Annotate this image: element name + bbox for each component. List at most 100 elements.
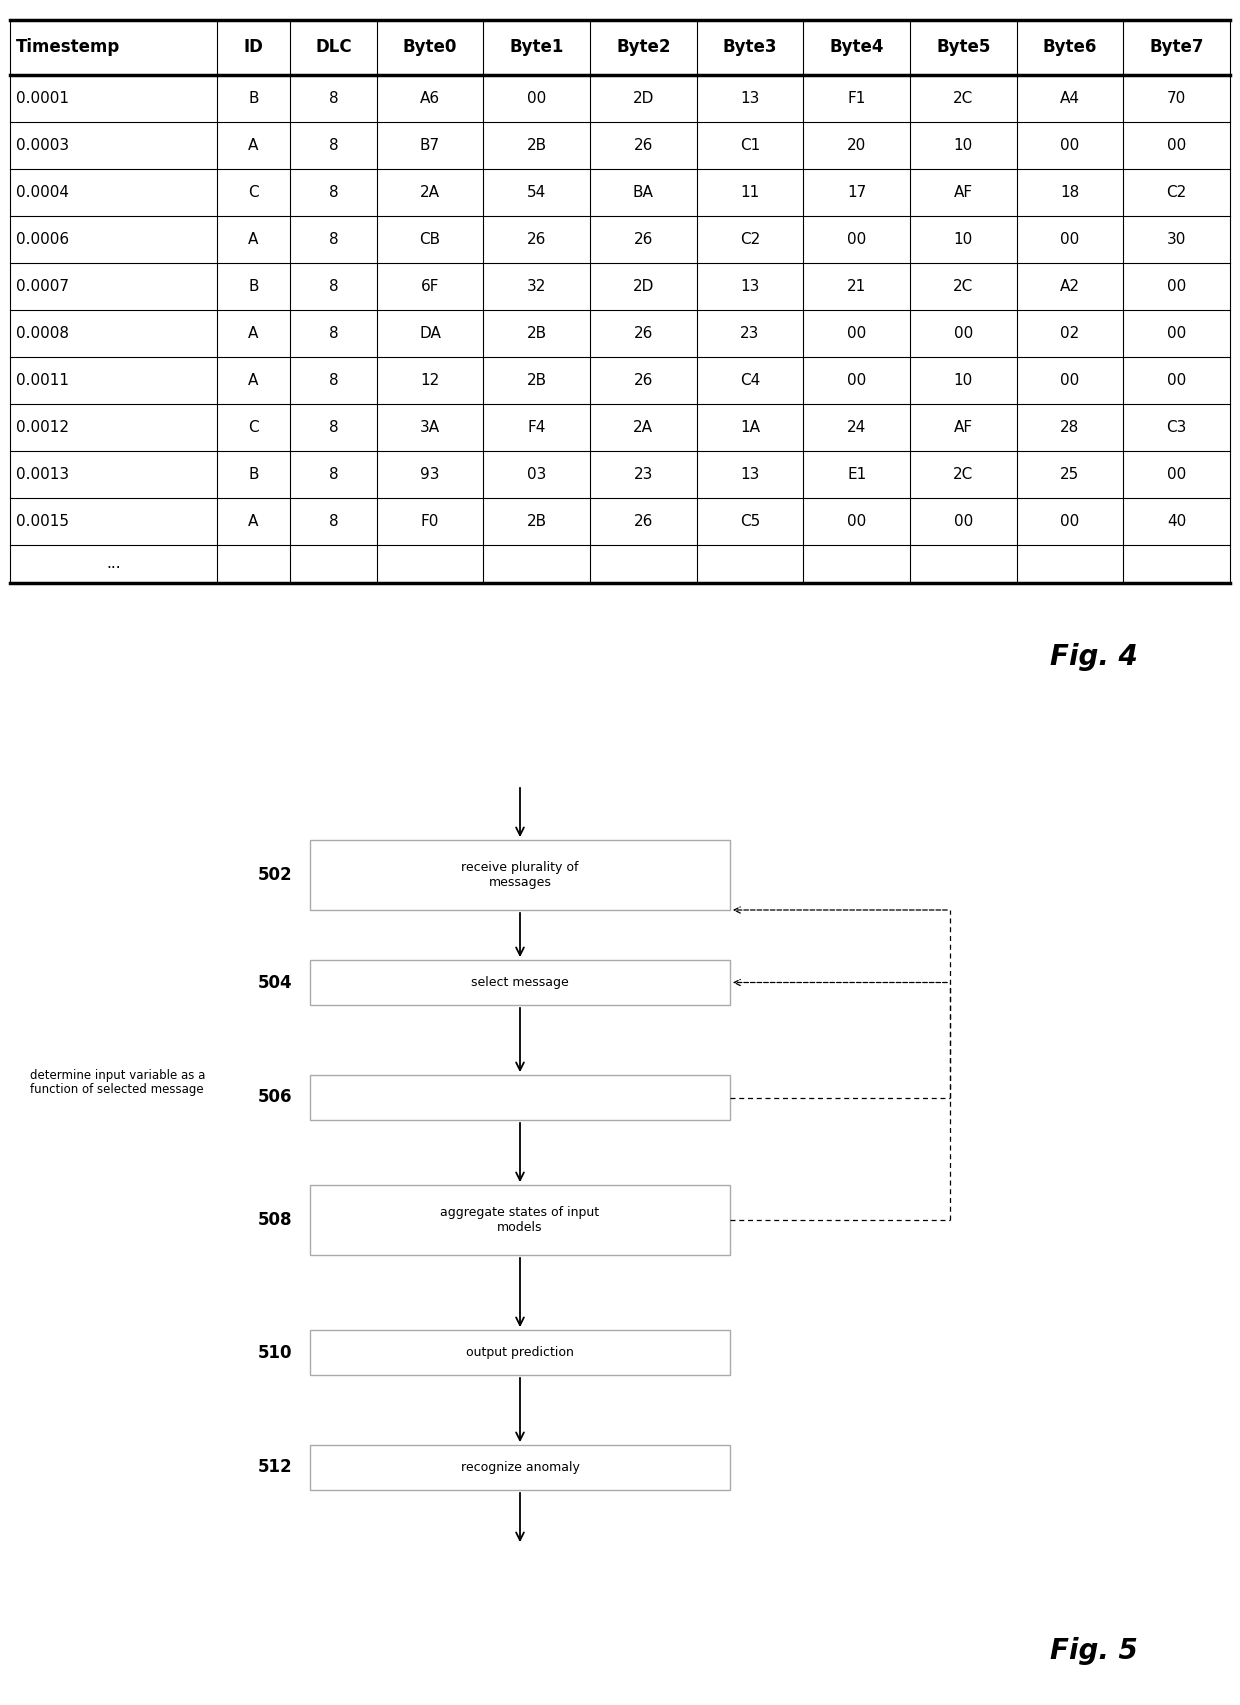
Text: 8: 8 <box>329 90 339 106</box>
Text: A4: A4 <box>1060 90 1080 106</box>
Text: Byte6: Byte6 <box>1043 39 1097 56</box>
Text: 8: 8 <box>329 280 339 293</box>
Text: A: A <box>248 326 258 341</box>
Text: 8: 8 <box>329 467 339 483</box>
Text: 0.0013: 0.0013 <box>16 467 69 483</box>
Text: 1A: 1A <box>740 419 760 435</box>
Text: 00: 00 <box>847 326 867 341</box>
Text: CB: CB <box>419 232 440 247</box>
Text: 26: 26 <box>634 326 653 341</box>
Text: 28: 28 <box>1060 419 1080 435</box>
Text: AF: AF <box>954 419 973 435</box>
Text: Byte7: Byte7 <box>1149 39 1204 56</box>
Text: 8: 8 <box>329 232 339 247</box>
Text: 00: 00 <box>847 232 867 247</box>
Text: 23: 23 <box>740 326 760 341</box>
Text: 0.0003: 0.0003 <box>16 138 69 153</box>
Text: 2A: 2A <box>634 419 653 435</box>
Text: B: B <box>248 467 259 483</box>
Text: 506: 506 <box>258 1088 291 1107</box>
Text: 00: 00 <box>1167 467 1187 483</box>
Text: 2D: 2D <box>632 280 653 293</box>
Text: 0.0004: 0.0004 <box>16 186 69 199</box>
Text: B7: B7 <box>420 138 440 153</box>
Text: aggregate states of input
models: aggregate states of input models <box>440 1205 600 1234</box>
Text: 26: 26 <box>634 373 653 389</box>
Text: Byte0: Byte0 <box>403 39 458 56</box>
Text: 40: 40 <box>1167 513 1187 529</box>
Bar <box>310 1074 730 1120</box>
Text: 00: 00 <box>1167 326 1187 341</box>
Text: 8: 8 <box>329 326 339 341</box>
Text: 00: 00 <box>527 90 547 106</box>
Bar <box>310 1330 730 1374</box>
Text: 0.0012: 0.0012 <box>16 419 69 435</box>
Text: 8: 8 <box>329 186 339 199</box>
Text: Timestemp: Timestemp <box>16 39 120 56</box>
Text: 00: 00 <box>1060 373 1080 389</box>
Text: 2B: 2B <box>527 513 547 529</box>
Text: AF: AF <box>954 186 973 199</box>
Text: 26: 26 <box>634 138 653 153</box>
Text: output prediction: output prediction <box>466 1345 574 1359</box>
Text: B: B <box>248 280 259 293</box>
Text: ...: ... <box>107 556 120 571</box>
Text: ID: ID <box>243 39 263 56</box>
Text: 00: 00 <box>1060 138 1080 153</box>
Bar <box>310 960 730 1004</box>
Text: A: A <box>248 373 258 389</box>
Text: 17: 17 <box>847 186 867 199</box>
Text: 510: 510 <box>258 1344 291 1362</box>
Text: 2B: 2B <box>527 326 547 341</box>
Text: 26: 26 <box>634 232 653 247</box>
Text: 00: 00 <box>1060 232 1080 247</box>
Text: 6F: 6F <box>420 280 439 293</box>
Text: receive plurality of
messages: receive plurality of messages <box>461 861 579 888</box>
Text: 2A: 2A <box>420 186 440 199</box>
Text: 26: 26 <box>527 232 547 247</box>
Text: 2B: 2B <box>527 138 547 153</box>
Text: A2: A2 <box>1060 280 1080 293</box>
Text: 00: 00 <box>847 513 867 529</box>
Text: Fig. 4: Fig. 4 <box>1050 643 1138 672</box>
Text: A: A <box>248 138 258 153</box>
Text: B: B <box>248 90 259 106</box>
Text: 13: 13 <box>740 467 760 483</box>
Text: C: C <box>248 186 259 199</box>
Text: 8: 8 <box>329 373 339 389</box>
Text: 8: 8 <box>329 513 339 529</box>
Text: 13: 13 <box>740 90 760 106</box>
Text: 30: 30 <box>1167 232 1187 247</box>
Text: 25: 25 <box>1060 467 1080 483</box>
Text: 18: 18 <box>1060 186 1080 199</box>
Text: 512: 512 <box>258 1458 291 1477</box>
Text: 2D: 2D <box>632 90 653 106</box>
Text: C: C <box>248 419 259 435</box>
Text: recognize anomaly: recognize anomaly <box>460 1461 579 1475</box>
Text: Byte5: Byte5 <box>936 39 991 56</box>
Text: C4: C4 <box>740 373 760 389</box>
Text: 00: 00 <box>1060 513 1080 529</box>
Text: select message: select message <box>471 975 569 989</box>
Text: F0: F0 <box>420 513 439 529</box>
Text: 0.0011: 0.0011 <box>16 373 69 389</box>
Text: 2C: 2C <box>954 467 973 483</box>
Text: Fig. 5: Fig. 5 <box>1050 1637 1138 1666</box>
Text: 20: 20 <box>847 138 867 153</box>
Text: 00: 00 <box>1167 373 1187 389</box>
Text: 11: 11 <box>740 186 760 199</box>
Text: 0.0001: 0.0001 <box>16 90 69 106</box>
Text: A: A <box>248 232 258 247</box>
Text: 8: 8 <box>329 419 339 435</box>
Text: Byte3: Byte3 <box>723 39 777 56</box>
Text: 13: 13 <box>740 280 760 293</box>
Text: 24: 24 <box>847 419 867 435</box>
Text: 02: 02 <box>1060 326 1080 341</box>
Text: 508: 508 <box>258 1211 291 1229</box>
Text: A6: A6 <box>420 90 440 106</box>
Text: 10: 10 <box>954 373 973 389</box>
Text: 3A: 3A <box>420 419 440 435</box>
Text: C5: C5 <box>740 513 760 529</box>
Text: 00: 00 <box>1167 138 1187 153</box>
Text: 502: 502 <box>258 866 291 883</box>
